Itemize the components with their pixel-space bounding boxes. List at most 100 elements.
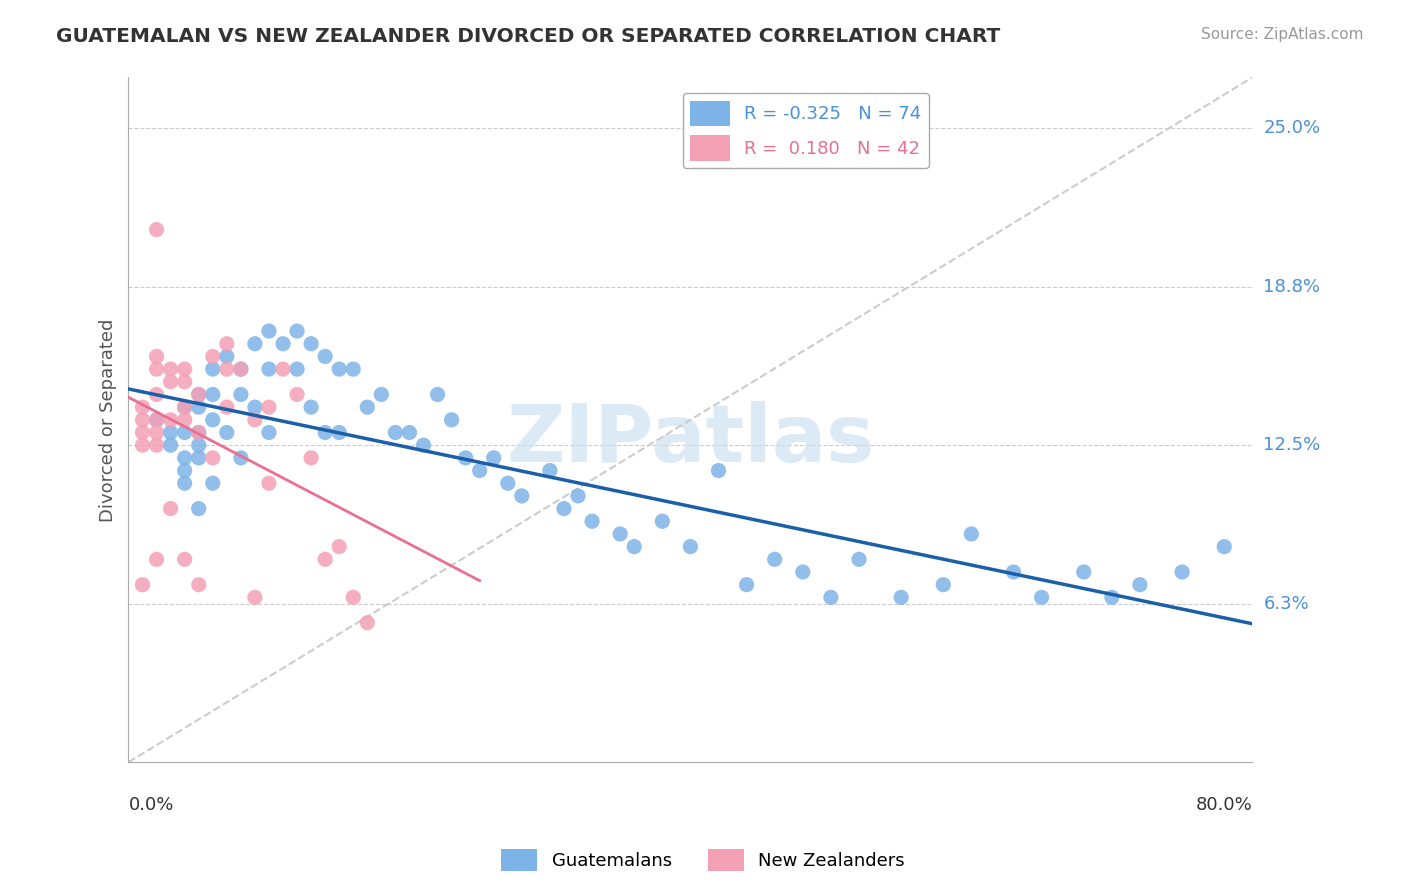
Point [159,413,181,427]
Point [412,438,434,452]
Point [187,400,209,414]
Point [201,450,224,465]
Text: 80.0%: 80.0% [1195,797,1253,814]
Point [187,387,209,401]
Point [173,464,195,478]
Y-axis label: Divorced or Separated: Divorced or Separated [100,318,117,522]
Point [1171,565,1194,579]
Point [1002,565,1025,579]
Point [960,527,983,541]
Point [1129,577,1152,591]
Point [187,425,209,440]
Point [257,362,280,376]
Text: 25.0%: 25.0% [1264,120,1320,137]
Point [735,577,758,591]
Point [299,450,322,465]
Point [1031,591,1053,605]
Point [145,350,167,364]
Point [131,577,153,591]
Point [285,362,308,376]
Point [187,425,209,440]
Point [299,400,322,414]
Point [651,514,673,528]
Point [159,501,181,516]
Point [356,400,378,414]
Point [145,387,167,401]
Point [201,387,224,401]
Point [1213,540,1236,554]
Point [229,387,252,401]
Point [243,591,266,605]
Point [159,375,181,389]
Point [482,450,505,465]
Point [890,591,912,605]
Point [510,489,533,503]
Point [623,540,645,554]
Point [243,400,266,414]
Point [314,552,336,566]
Point [201,362,224,376]
Point [538,464,561,478]
Point [243,336,266,351]
Point [314,350,336,364]
Point [201,350,224,364]
Point [848,552,870,566]
Point [229,362,252,376]
Point [131,425,153,440]
Point [173,425,195,440]
Point [257,400,280,414]
Point [187,577,209,591]
Point [763,552,786,566]
Point [342,362,364,376]
Point [215,350,238,364]
Point [201,413,224,427]
Point [426,387,449,401]
Point [792,565,814,579]
Legend: Guatemalans, New Zealanders: Guatemalans, New Zealanders [494,842,912,879]
Point [496,476,519,491]
Point [187,387,209,401]
Point [215,336,238,351]
Point [932,577,955,591]
Point [159,425,181,440]
Point [820,591,842,605]
Point [145,413,167,427]
Point [159,438,181,452]
Point [187,501,209,516]
Point [271,362,294,376]
Point [257,425,280,440]
Text: Source: ZipAtlas.com: Source: ZipAtlas.com [1201,27,1364,42]
Point [243,413,266,427]
Point [145,413,167,427]
Point [370,387,392,401]
Point [440,413,463,427]
Point [187,450,209,465]
Point [145,362,167,376]
Point [342,591,364,605]
Point [173,400,195,414]
Point [173,375,195,389]
Point [257,476,280,491]
Point [468,464,491,478]
Point [285,387,308,401]
Point [356,615,378,630]
Text: GUATEMALAN VS NEW ZEALANDER DIVORCED OR SEPARATED CORRELATION CHART: GUATEMALAN VS NEW ZEALANDER DIVORCED OR … [56,27,1001,45]
Point [398,425,420,440]
Point [567,489,589,503]
Point [299,336,322,351]
Point [609,527,631,541]
Point [145,438,167,452]
Point [328,540,350,554]
Point [257,324,280,338]
Point [173,413,195,427]
Point [173,552,195,566]
Point [215,400,238,414]
Point [187,438,209,452]
Point [173,476,195,491]
Text: 18.8%: 18.8% [1264,277,1320,295]
Point [1073,565,1095,579]
Point [201,476,224,491]
Point [328,362,350,376]
Point [145,222,167,236]
Legend: R = -0.325   N = 74, R =  0.180   N = 42: R = -0.325 N = 74, R = 0.180 N = 42 [683,94,928,168]
